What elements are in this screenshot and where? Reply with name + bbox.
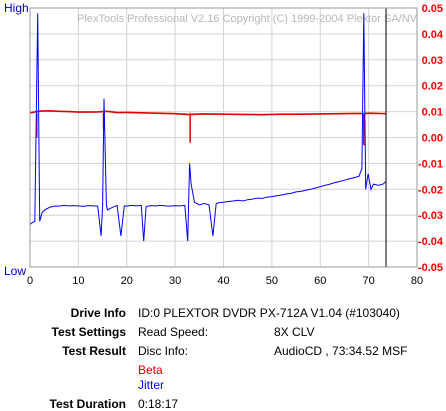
series-jitter-line <box>29 13 387 242</box>
right-tick-label: 0.01 <box>422 107 443 119</box>
right-tick-label: 0.02 <box>422 81 443 93</box>
test-result-label: Test Result <box>62 344 126 358</box>
right-tick-label: -0.04 <box>418 236 444 248</box>
x-tick-label: 60 <box>314 275 326 287</box>
right-tick-labels: 0.05 0.04 0.03 0.02 0.01 0.00 -0.01 -0.02 -0.03 -… <box>418 3 444 274</box>
x-tick-label: 10 <box>72 275 84 287</box>
disc-info-value: AudioCD , 73:34.52 MSF <box>274 344 408 358</box>
right-tick-label: -0.02 <box>418 184 443 196</box>
right-tick-label: -0.05 <box>418 262 443 274</box>
legend-jitter: Jitter <box>138 378 165 392</box>
x-tick-labels: 0 10 20 30 40 50 60 70 80 <box>27 275 423 287</box>
x-tick-label: 50 <box>266 275 278 287</box>
plot-frame <box>29 7 418 268</box>
test-duration-value: 0:18:17 <box>138 397 179 411</box>
right-tick-label: -0.01 <box>418 158 443 170</box>
x-tick-label: 40 <box>217 275 229 287</box>
right-tick-label: 0.05 <box>422 3 443 15</box>
chart: PlexTools Professional V2.16 Copyright (… <box>4 1 444 287</box>
x-tick-label: 80 <box>411 275 423 287</box>
drive-info-label: Drive Info <box>70 306 126 320</box>
drive-info-value: ID:0 PLEXTOR DVDR PX-712A V1.04 (#103040… <box>138 306 400 320</box>
chart-title: PlexTools Professional V2.16 Copyright (… <box>77 13 418 25</box>
read-speed-label: Read Speed: <box>138 325 209 339</box>
disc-info-label: Disc Info: <box>138 344 189 358</box>
right-tick-label: 0.04 <box>422 29 444 41</box>
right-tick-label: -0.03 <box>418 210 443 222</box>
test-duration-label: Test Duration <box>49 397 126 411</box>
x-tick-label: 20 <box>121 275 133 287</box>
x-tick-label: 30 <box>169 275 181 287</box>
legend-beta: Beta <box>138 363 163 377</box>
right-tick-label: 0.03 <box>422 55 443 67</box>
right-tick-label: 0.00 <box>422 133 443 145</box>
x-tick-label: 0 <box>27 275 33 287</box>
left-axis-high-label: High <box>4 1 29 15</box>
read-speed-value: 8X CLV <box>274 325 315 339</box>
test-settings-label: Test Settings <box>51 325 126 339</box>
x-tick-label: 70 <box>363 275 375 287</box>
series-layer <box>29 13 387 242</box>
left-axis-low-label: Low <box>4 264 26 278</box>
grid <box>30 8 417 267</box>
